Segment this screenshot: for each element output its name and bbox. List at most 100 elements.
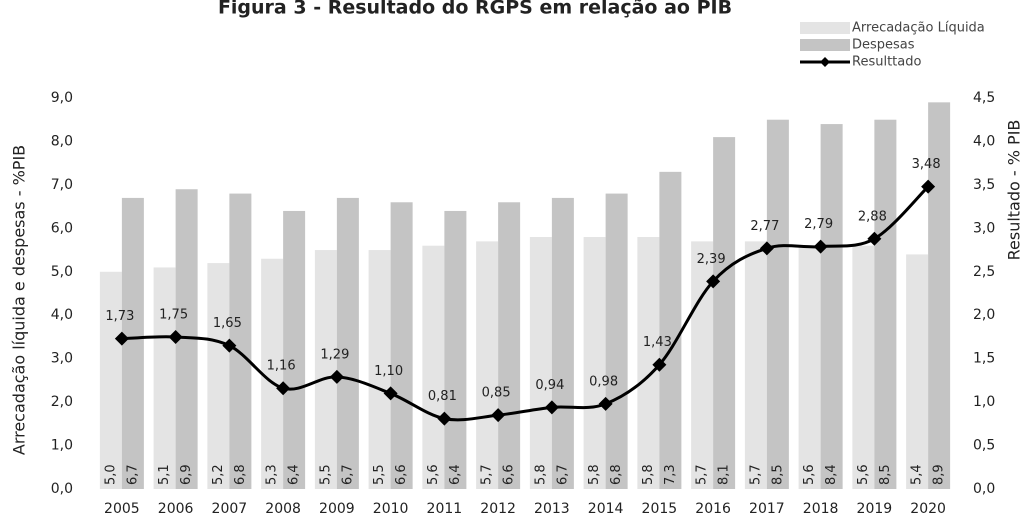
bar [444,210,467,489]
marker [544,400,559,415]
marker [867,231,882,246]
legend-label: Arrecadação Líquida [852,21,985,36]
bar-label: 6,6 [502,464,517,485]
point-label: 1,10 [374,364,403,379]
point-label: 0,85 [482,386,511,401]
point-label: 1,75 [159,307,188,322]
y-tick-label: 6,0 [51,220,73,236]
bar [390,202,413,489]
bar-label: 6,6 [394,464,409,485]
point-label: 3,48 [912,157,941,172]
bar [207,263,230,489]
bar-label: 5,4 [910,464,925,485]
x-tick-label: 2020 [910,501,946,517]
legend-swatch [800,22,850,34]
marker [491,408,506,423]
legend-label: Despesas [852,38,915,53]
point-label: 2,39 [697,252,726,267]
point-label: 2,79 [804,217,833,232]
x-tick-label: 2016 [695,501,731,517]
marker [168,329,183,344]
bar [798,245,821,489]
bar [336,197,359,489]
bar [121,197,144,489]
y2-tick-label: 4,0 [973,133,995,149]
bar [659,171,682,489]
bar [529,237,552,489]
x-tick-label: 2013 [534,501,570,517]
marker [921,179,936,194]
bar-label: 5,6 [802,464,817,485]
marker [383,386,398,401]
bar-label: 7,3 [663,464,678,485]
bar [605,193,628,490]
bar-label: 5,8 [587,464,602,485]
y-axis-title: Arrecadação líquida e despesas - %PIB [10,145,29,455]
bar-label: 5,2 [211,464,226,485]
bar [175,189,198,489]
bar-label: 5,8 [533,464,548,485]
y2-tick-label: 2,0 [973,307,995,323]
point-label: 1,65 [213,316,242,331]
bar-label: 6,8 [609,464,624,485]
y-tick-label: 9,0 [51,90,73,106]
y2-tick-label: 0,5 [973,438,995,454]
bar-label: 8,5 [878,464,893,485]
x-tick-label: 2007 [212,501,248,517]
point-label: 0,94 [535,378,564,393]
y-tick-label: 0,0 [51,481,73,497]
bar [583,237,606,489]
x-tick-label: 2012 [480,501,516,517]
bar-label: 5,7 [748,464,763,485]
bar [283,210,306,489]
x-tick-label: 2019 [857,501,893,517]
marker [114,331,129,346]
bar-label: 5,7 [480,464,495,485]
marker [437,411,452,426]
marker [276,381,291,396]
bar [368,250,391,489]
point-label: 2,88 [858,209,887,224]
marker [329,369,344,384]
x-tick-label: 2018 [803,501,839,517]
bar [766,119,789,489]
marker [598,396,613,411]
x-tick-label: 2005 [104,501,140,517]
marker [759,241,774,256]
bar [820,124,843,490]
marker [222,338,237,353]
y2-tick-label: 3,0 [973,220,995,236]
point-label: 1,43 [643,335,672,350]
bar [874,119,897,489]
bar [852,245,875,489]
bar-label: 5,5 [372,464,387,485]
y-tick-label: 2,0 [51,394,73,410]
bar-label: 5,5 [318,464,333,485]
bar-label: 8,5 [770,464,785,485]
bar [637,237,660,489]
bar [498,202,521,489]
marker [706,274,721,289]
marker [652,357,667,372]
bar-label: 6,4 [448,464,463,485]
bar-label: 6,7 [125,464,140,485]
x-tick-label: 2011 [427,501,463,517]
y2-tick-label: 4,5 [973,90,995,106]
x-tick-label: 2010 [373,501,409,517]
x-tick-label: 2014 [588,501,624,517]
bar-label: 6,7 [340,464,355,485]
bar-label: 5,7 [695,464,710,485]
y-tick-label: 4,0 [51,307,73,323]
marker [813,239,828,254]
x-tick-label: 2009 [319,501,355,517]
y2-tick-label: 1,5 [973,351,995,367]
bar [99,271,122,489]
y2-tick-label: 2,5 [973,264,995,280]
legend-marker [820,57,830,67]
x-tick-label: 2006 [158,501,194,517]
point-label: 0,98 [589,374,618,389]
bar [744,241,767,489]
y2-axis-title: Resultado - % PIB [1005,120,1024,261]
point-label: 1,29 [320,347,349,362]
y2-tick-label: 0,0 [973,481,995,497]
